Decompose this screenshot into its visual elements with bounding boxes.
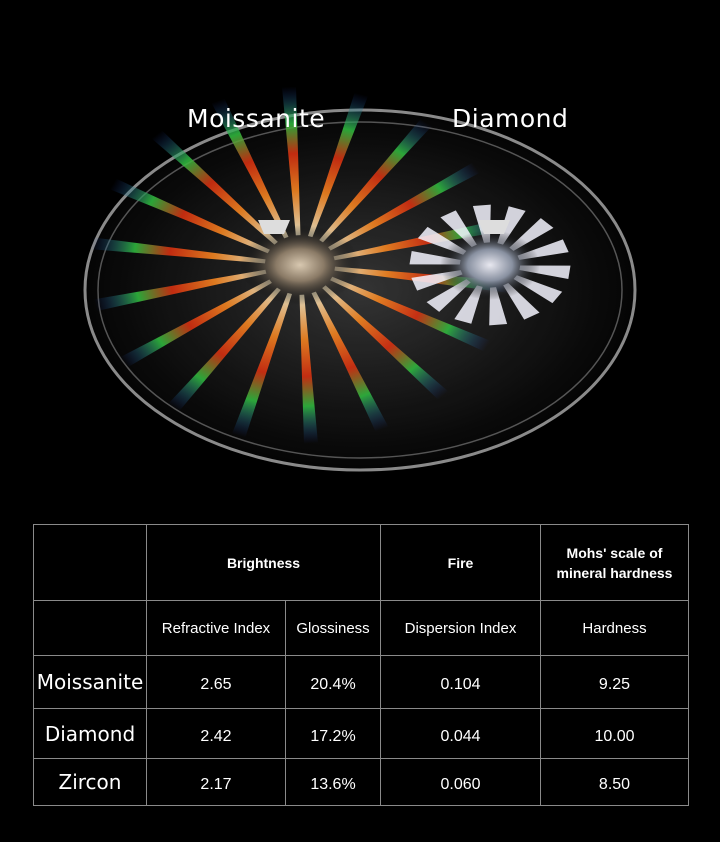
diamond-gem-icon — [478, 220, 510, 234]
light-ray — [322, 285, 449, 400]
light-ray — [328, 162, 480, 251]
subheader: Refractive Index — [146, 600, 286, 656]
subheader-row: Refractive Index Glossiness Dispersion I… — [33, 600, 689, 656]
row-header: Moissanite — [33, 655, 147, 709]
light-ray — [168, 287, 281, 412]
cell: 9.25 — [540, 655, 689, 709]
light-ray — [109, 178, 270, 254]
row-header: Zircon — [33, 758, 147, 806]
cell: 10.00 — [540, 708, 689, 759]
cell: 0.044 — [380, 708, 541, 759]
light-ray — [330, 276, 491, 352]
cell: 2.42 — [146, 708, 286, 759]
diamond-label: Diamond — [452, 104, 569, 133]
empty-cell — [33, 600, 147, 656]
subheader: Hardness — [540, 600, 689, 656]
light-ray — [90, 237, 266, 264]
moissanite-gem-icon — [258, 220, 290, 234]
light-ray — [311, 291, 389, 432]
cell: 0.104 — [380, 655, 541, 709]
empty-cell — [33, 524, 147, 601]
light-ray — [151, 130, 278, 245]
group-header-row: Brightness Fire Mohs' scale of mineral h… — [33, 524, 689, 601]
moissanite-label: Moissanite — [187, 104, 326, 133]
cell: 20.4% — [285, 655, 381, 709]
light-ray — [120, 279, 272, 368]
group-header-fire: Fire — [380, 524, 541, 601]
light-ray — [299, 294, 318, 444]
cell: 8.50 — [540, 758, 689, 806]
subheader: Dispersion Index — [380, 600, 541, 656]
group-header-hardness: Mohs' scale of mineral hardness — [540, 524, 689, 601]
light-ray — [231, 292, 292, 438]
row-header: Diamond — [33, 708, 147, 759]
cell: 2.65 — [146, 655, 286, 709]
light-ray — [282, 86, 301, 236]
table-row: Moissanite 2.65 20.4% 0.104 9.25 — [33, 655, 689, 709]
cell: 17.2% — [285, 708, 381, 759]
table-row: Zircon 2.17 13.6% 0.060 8.50 — [33, 758, 689, 806]
light-ray — [93, 269, 267, 311]
table-row: Diamond 2.42 17.2% 0.044 10.00 — [33, 708, 689, 759]
gemstone-comparison-photo — [83, 86, 637, 472]
group-header-brightness: Brightness — [146, 524, 381, 601]
light-ray — [319, 118, 432, 243]
cell: 0.060 — [380, 758, 541, 806]
cell: 2.17 — [146, 758, 286, 806]
subheader: Glossiness — [285, 600, 381, 656]
gem-properties-table: Brightness Fire Mohs' scale of mineral h… — [33, 524, 689, 806]
light-ray — [211, 98, 289, 239]
light-ray — [308, 92, 369, 238]
cell: 13.6% — [285, 758, 381, 806]
